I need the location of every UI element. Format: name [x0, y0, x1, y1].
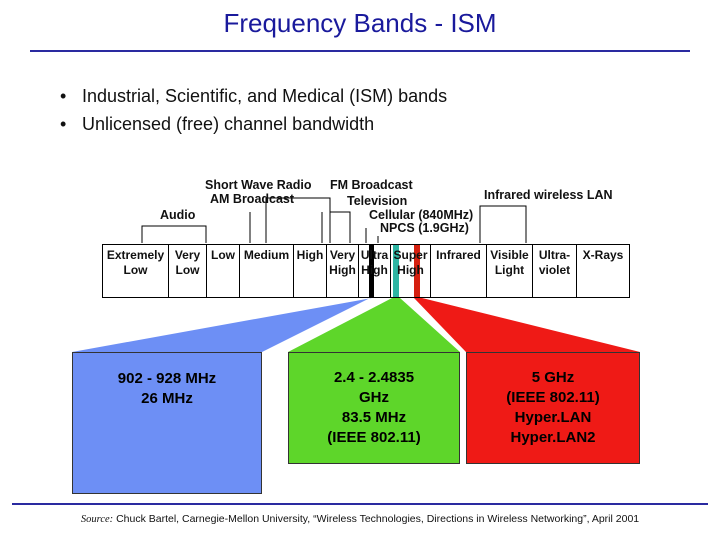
cellular-label: Cellular (840MHz) — [369, 208, 474, 222]
infrared-bracket — [479, 205, 527, 243]
title-divider — [30, 50, 690, 52]
bullet-item: • Unlicensed (free) channel bandwidth — [60, 114, 374, 135]
spectrum-cell: Very Low — [169, 245, 207, 297]
spectrum-cell: Very High — [327, 245, 359, 297]
spectrum-cell: X-Rays — [582, 248, 624, 262]
spectrum-cell: Super High — [391, 245, 431, 297]
funnel-2400mhz — [288, 298, 460, 352]
ism-band-box-900mhz: 902 - 928 MHz 26 MHz — [72, 352, 262, 494]
ism-band-box-2400mhz: 2.4 - 2.4835 GHz 83.5 MHz (IEEE 802.11) — [288, 352, 460, 464]
footer-divider — [12, 503, 708, 505]
short-wave-radio-label: Short Wave Radio — [205, 178, 312, 192]
spectrum-cell: Ultra High — [359, 245, 391, 297]
bullet-marker: • — [60, 114, 67, 134]
audio-label: Audio — [160, 208, 196, 222]
box-text-line: 83.5 MHz — [341, 409, 407, 426]
marker-5ghz — [414, 244, 420, 298]
box-text-line: Hyper.LAN2 — [510, 429, 596, 446]
spectrum-cell: Low — [207, 245, 240, 297]
television-label: Television — [347, 194, 408, 208]
box-text-line: 2.4 - 2.4835 — [333, 369, 415, 386]
funnel-5ghz — [414, 298, 640, 352]
marker-900mhz — [369, 244, 374, 298]
page-title: Frequency Bands - ISM — [223, 8, 497, 38]
bullet-text: Industrial, Scientific, and Medical (ISM… — [82, 86, 448, 106]
fm-broadcast-label: FM Broadcast — [330, 178, 413, 192]
spectrum-cell: High — [294, 245, 327, 297]
npcs-label: NPCS (1.9GHz) — [380, 221, 469, 235]
spectrum-cell: Ultra-violet — [533, 245, 577, 297]
infrared-wireless-lan-label: Infrared wireless LAN — [484, 188, 613, 202]
bullet-item: • Industrial, Scientific, and Medical (IS… — [60, 86, 447, 107]
funnel-900mhz — [72, 298, 372, 352]
box-text-line: 26 MHz — [141, 390, 193, 407]
spectrum-cell: Medium — [240, 245, 294, 297]
spectrum-cell: Extremely Low — [103, 245, 169, 297]
source-label: Source: — [80, 514, 114, 525]
am-broadcast-label: AM Broadcast — [210, 192, 295, 206]
box-text-line: (IEEE 802.11) — [327, 429, 421, 446]
spectrum-bar: Extremely Low Very Low Low Medium High Ver… — [102, 244, 630, 298]
box-text-line: (IEEE 802.11) — [506, 389, 600, 406]
marker-2400mhz — [393, 244, 399, 298]
shortwave-bracket — [265, 197, 331, 243]
audio-bracket — [141, 225, 207, 243]
bullet-text: Unlicensed (free) channel bandwidth — [82, 114, 375, 134]
spectrum-cell: Infrared — [431, 245, 487, 297]
source-citation: Source: Chuck Bartel, Carnegie-Mellon Un… — [0, 513, 720, 525]
source-text: Chuck Bartel, Carnegie-Mellon University… — [116, 513, 640, 525]
box-text-line: Hyper.LAN — [514, 409, 592, 426]
box-text-line: GHz — [359, 389, 389, 406]
tv-bracket — [330, 211, 351, 243]
box-text-line: 5 GHz — [531, 369, 575, 386]
bullet-marker: • — [60, 86, 67, 106]
spectrum-cell: Visible Light — [487, 245, 533, 297]
box-text-line: 902 - 928 MHz — [117, 370, 217, 387]
ism-band-box-5ghz: 5 GHz (IEEE 802.11) Hyper.LAN Hyper.LAN2 — [466, 352, 640, 464]
